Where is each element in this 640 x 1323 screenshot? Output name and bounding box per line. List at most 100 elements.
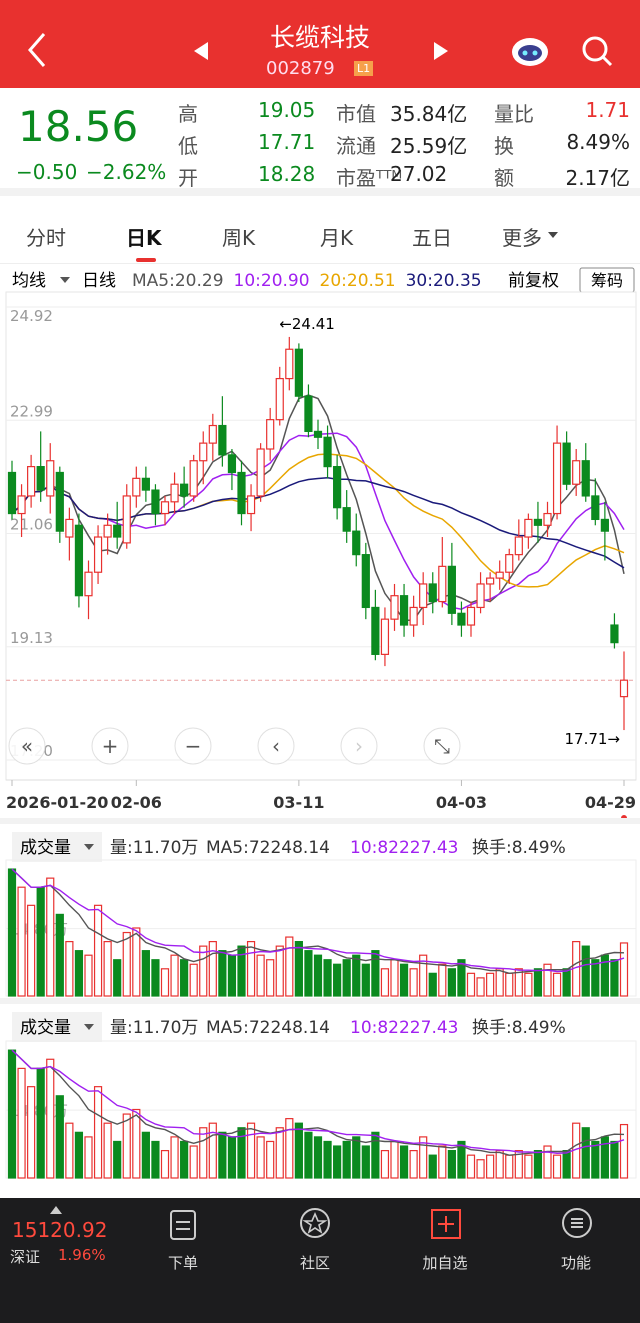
tab[interactable]: 五日 xyxy=(412,226,452,250)
volume-ma xyxy=(11,1049,625,1155)
volume-bar xyxy=(74,950,84,997)
chart-control[interactable] xyxy=(174,727,212,765)
volume-bar xyxy=(266,959,275,997)
volume-bar xyxy=(447,968,456,997)
volume-bar xyxy=(122,931,131,997)
quote-label: 量比 xyxy=(494,102,534,126)
chart-control[interactable] xyxy=(423,727,461,765)
assistant-icon[interactable] xyxy=(508,32,552,68)
candle-body xyxy=(505,554,514,573)
volume-bar xyxy=(227,954,237,997)
volume-bar xyxy=(486,1154,495,1179)
tab[interactable]: 更多 xyxy=(502,226,542,250)
tab-indicator xyxy=(136,258,156,262)
volume-bar xyxy=(122,1113,131,1179)
stock-code: 002879 xyxy=(266,58,335,79)
volume-bar xyxy=(93,904,103,997)
volume-bar xyxy=(132,927,141,997)
candle-body xyxy=(600,518,609,532)
volume-bar xyxy=(74,1131,84,1179)
nav-community[interactable]: 社区 xyxy=(299,1254,330,1272)
volume-bar xyxy=(476,977,485,997)
chart-control[interactable] xyxy=(340,727,378,765)
volume-bar xyxy=(390,1140,399,1179)
quote-label: 高 xyxy=(178,102,198,126)
tab[interactable]: 日K xyxy=(126,226,162,250)
volume-bar xyxy=(189,1145,198,1179)
volume-bar xyxy=(409,968,418,997)
volume-stat: 量:11.70万 xyxy=(110,838,198,858)
volume-bar xyxy=(361,963,370,997)
volume-bar xyxy=(610,1140,619,1179)
nav-order[interactable]: 下单 xyxy=(167,1254,198,1272)
candle-body xyxy=(132,477,141,497)
candle-body xyxy=(380,618,390,655)
date-label: 04-29 xyxy=(585,793,636,812)
quote-value: 25.59亿 xyxy=(390,134,468,158)
volume-bar xyxy=(237,945,246,997)
prev-stock[interactable] xyxy=(190,40,212,62)
volume-bar xyxy=(160,1149,170,1179)
add-watch-icon[interactable] xyxy=(430,1208,462,1240)
tab[interactable]: 周K xyxy=(222,226,256,250)
volume-bar xyxy=(457,959,466,997)
adjust[interactable]: 前复权 xyxy=(508,271,559,291)
candle-body xyxy=(457,612,466,626)
volume-bar xyxy=(17,886,26,997)
function-icon[interactable] xyxy=(560,1206,594,1240)
change-pct: −2.62% xyxy=(86,160,167,184)
volume-bar xyxy=(552,1154,562,1179)
community-icon[interactable] xyxy=(298,1206,332,1240)
quote-value: 19.05 xyxy=(258,98,316,122)
quote-label: 开 xyxy=(178,166,198,190)
candle-body xyxy=(189,460,198,497)
volume-separator xyxy=(0,818,640,824)
date-label: 2026-01-20 xyxy=(6,793,108,812)
candle-body xyxy=(361,554,370,609)
ma-label: 10:20.90 xyxy=(234,271,310,291)
volume-bar xyxy=(218,1131,227,1179)
candle-body xyxy=(447,565,456,614)
tab[interactable]: 分时 xyxy=(26,226,66,250)
volume-bar xyxy=(399,1145,409,1179)
volume-bar xyxy=(419,954,428,997)
candle-body xyxy=(390,595,399,620)
volume-bar xyxy=(428,972,437,997)
candle-body xyxy=(476,583,485,609)
volume-bar xyxy=(505,1154,514,1179)
volume-separator xyxy=(0,998,640,1004)
volume-bar xyxy=(533,1149,543,1179)
volume-bar xyxy=(36,1067,45,1179)
candle-body xyxy=(352,530,361,556)
volume-bar xyxy=(285,1118,294,1179)
candle-body xyxy=(93,536,103,573)
chart-control[interactable] xyxy=(8,727,46,765)
search-button[interactable] xyxy=(580,34,614,68)
y-tick-label: 19.13 xyxy=(10,629,53,647)
volume-bar xyxy=(113,959,122,997)
order-icon[interactable] xyxy=(168,1208,198,1242)
candle-body xyxy=(610,624,619,644)
back-button[interactable] xyxy=(24,30,50,70)
nav-add-watch[interactable]: 加自选 xyxy=(422,1254,468,1272)
chart-control[interactable] xyxy=(91,727,129,765)
change: −0.50 xyxy=(16,160,78,184)
chart-control[interactable] xyxy=(257,727,295,765)
volume-bar xyxy=(552,972,562,997)
next-stock[interactable] xyxy=(430,40,452,62)
volume-bar xyxy=(409,1149,418,1179)
volume-bar xyxy=(46,1058,55,1179)
volume-bar xyxy=(84,954,93,997)
volume-bar xyxy=(189,963,198,997)
quote-label: 换 xyxy=(494,134,514,158)
volume-bar xyxy=(419,1136,428,1179)
tab[interactable]: 月K xyxy=(320,226,354,250)
volume-bar xyxy=(581,945,590,997)
ma-menu[interactable]: 均线 xyxy=(12,271,46,291)
nav-function[interactable]: 功能 xyxy=(560,1254,591,1272)
candle-body xyxy=(533,518,543,526)
y-tick-label: 22.99 xyxy=(10,402,53,420)
candle-body xyxy=(17,495,26,515)
volume-bar xyxy=(141,1131,150,1179)
